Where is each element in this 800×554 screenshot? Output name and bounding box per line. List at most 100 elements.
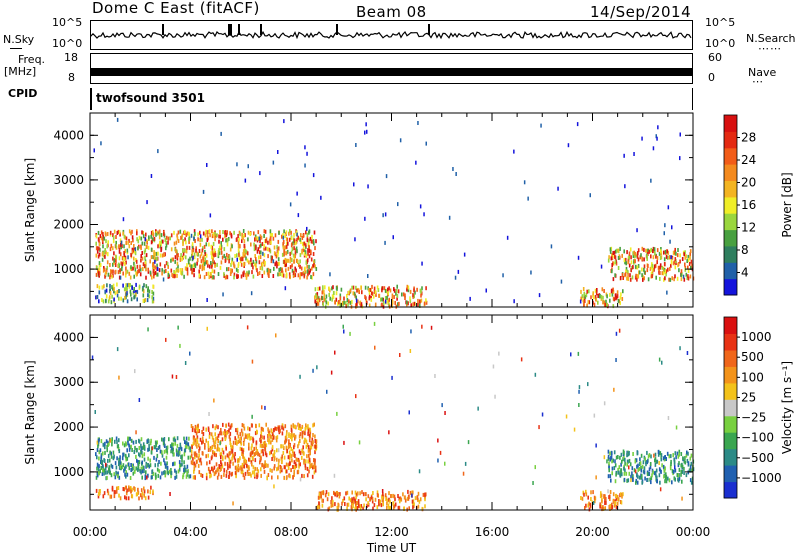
echo-cell (229, 459, 232, 464)
echo-cell (638, 270, 640, 275)
echo-cell (293, 433, 295, 438)
echo-cell (190, 424, 193, 428)
echo-cell (312, 465, 314, 470)
isolated-echo (538, 425, 540, 430)
echo-cell (164, 238, 167, 242)
echo-cell (288, 237, 291, 242)
echo-cell (243, 475, 246, 480)
echo-cell (379, 499, 381, 504)
echo-cell (643, 267, 645, 272)
echo-cell (614, 273, 616, 278)
echo-cell (600, 504, 602, 509)
echo-cell (246, 270, 248, 275)
isolated-echo (679, 346, 681, 351)
echo-cell (247, 230, 250, 235)
echo-cell (133, 487, 136, 492)
echo-cell (142, 262, 145, 267)
echo-cell (291, 268, 294, 273)
echo-cell (119, 464, 122, 469)
echo-cell (302, 233, 305, 238)
echo-cell (152, 284, 154, 289)
echo-cell (308, 244, 310, 249)
echo-cell (668, 478, 671, 483)
echo-cell (356, 288, 358, 293)
echo-cell (164, 264, 166, 269)
echo-cell (306, 466, 309, 471)
echo-cell (283, 259, 285, 264)
echo-cell (152, 237, 154, 242)
echo-cell (126, 299, 129, 304)
echo-cell (186, 245, 188, 250)
isolated-echo (411, 493, 413, 498)
echo-cell (153, 252, 155, 257)
isolated-echo (232, 501, 234, 506)
echo-cell (653, 267, 655, 272)
echo-cell (125, 474, 127, 479)
echo-cell (215, 462, 218, 467)
echo-cell (247, 426, 249, 431)
echo-cell (153, 455, 155, 460)
echo-cell (634, 259, 636, 264)
echo-cell (251, 443, 253, 448)
echo-cell (367, 494, 370, 499)
echo-cell (237, 240, 240, 245)
echo-cell (129, 436, 131, 441)
echo-cell (222, 457, 224, 462)
echo-cell (250, 460, 253, 465)
echo-cell (291, 449, 294, 453)
echo-cell (582, 287, 585, 291)
echo-cell (609, 474, 612, 479)
echo-cell (420, 293, 422, 298)
echo-cell (616, 294, 619, 299)
echo-cell (176, 273, 178, 278)
echo-cell (268, 238, 271, 243)
echo-cell (113, 454, 115, 459)
echo-cell (637, 264, 640, 268)
echo-cell (229, 231, 231, 236)
echo-cell (378, 499, 380, 503)
echo-cell (597, 294, 599, 298)
echo-cell (99, 448, 102, 453)
echo-cell (264, 260, 266, 265)
echo-cell (321, 490, 323, 495)
echo-cell (276, 448, 278, 453)
echo-cell (193, 437, 196, 442)
echo-cell (300, 240, 302, 245)
echo-cell (617, 497, 620, 502)
x-tick-label: 08:00 (274, 525, 309, 539)
echo-cell (260, 426, 263, 431)
echo-cell (609, 451, 611, 456)
echo-cell (218, 465, 221, 469)
echo-cell (211, 264, 213, 269)
echo-cell (170, 471, 173, 476)
echo-cell (368, 294, 371, 299)
isolated-echo (527, 196, 529, 201)
echo-cell (677, 263, 679, 268)
echo-cell (610, 456, 612, 460)
echo-cell (302, 245, 305, 249)
echo-cell (226, 242, 229, 247)
echo-cell (160, 461, 162, 466)
echo-cell (596, 288, 598, 292)
echo-cell (351, 507, 353, 512)
isolated-echo (165, 337, 167, 342)
echo-cell (177, 469, 180, 474)
echo-cell (148, 443, 150, 448)
isolated-echo (147, 327, 149, 332)
echo-cell (599, 494, 602, 499)
echo-cell (129, 283, 131, 287)
echo-cell (121, 267, 123, 271)
echo-cell (182, 473, 185, 478)
echo-cell (284, 245, 286, 250)
echo-cell (110, 454, 113, 459)
colorbar-segment (724, 317, 737, 334)
echo-cell (290, 424, 293, 429)
echo-cell (181, 268, 184, 273)
isolated-echo (541, 412, 544, 417)
echo-cell (670, 459, 672, 464)
echo-cell (241, 257, 244, 262)
echo-cell (317, 504, 319, 509)
echo-cell (138, 268, 140, 273)
echo-cell (394, 502, 397, 507)
echo-cell (660, 453, 663, 458)
